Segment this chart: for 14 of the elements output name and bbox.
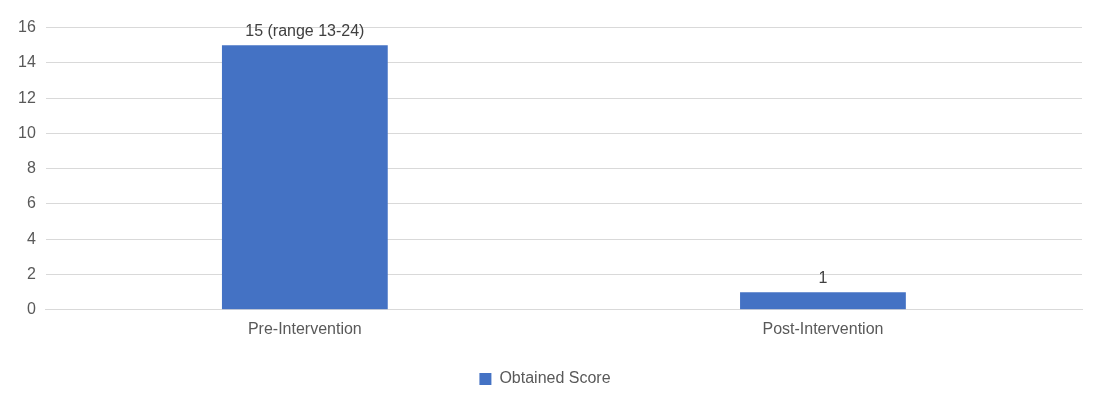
data-label: 15 (range 13-24) bbox=[245, 21, 365, 39]
y-tick-label: 4 bbox=[26, 229, 36, 247]
y-tick-label: 6 bbox=[26, 194, 36, 212]
y-tick-label: 16 bbox=[18, 18, 36, 36]
y-tick-label: 14 bbox=[18, 53, 36, 71]
y-tick-label: 12 bbox=[18, 88, 36, 106]
x-tick-label: Pre-Intervention bbox=[247, 319, 362, 337]
y-tick-label: 0 bbox=[26, 300, 36, 318]
legend-label: Obtained Score bbox=[499, 369, 611, 387]
y-tick-label: 2 bbox=[26, 264, 36, 282]
y-tick-label: 8 bbox=[26, 159, 36, 177]
data-label: 1 bbox=[818, 268, 828, 286]
x-tick-label: Post-Intervention bbox=[762, 319, 884, 337]
y-tick-label: 10 bbox=[18, 123, 36, 141]
